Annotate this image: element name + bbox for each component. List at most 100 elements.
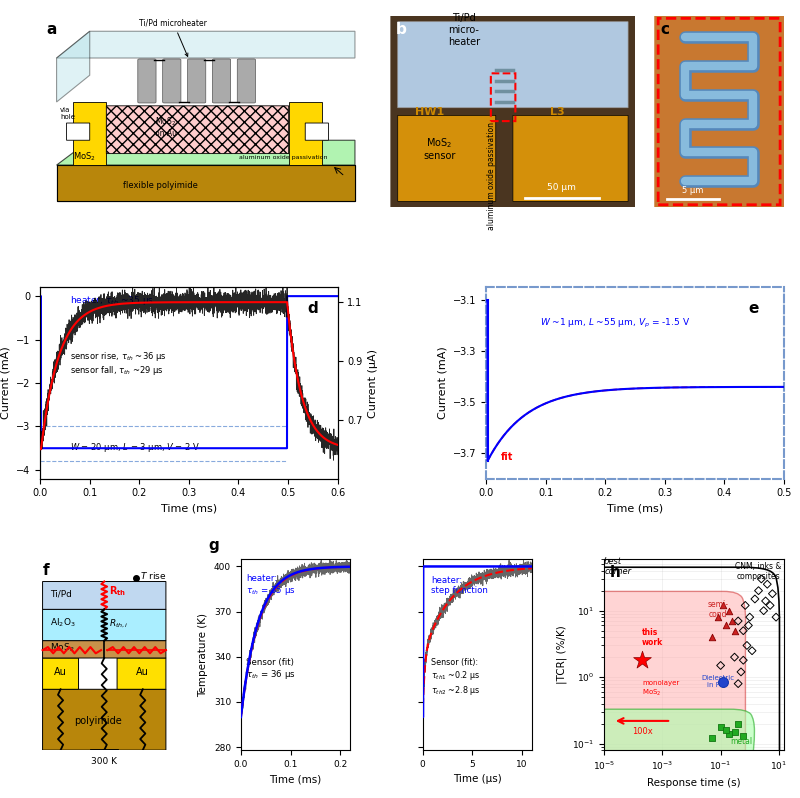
- Text: MoS$_2$: MoS$_2$: [50, 641, 74, 654]
- Text: $\boldsymbol{R_{th,i}}$: $\boldsymbol{R_{th,i}}$: [109, 618, 129, 630]
- Point: [758, 604, 770, 617]
- Point: [714, 659, 727, 672]
- Point: [770, 610, 782, 623]
- FancyBboxPatch shape: [42, 641, 166, 658]
- Text: $\mathbf{R_{th}}$: $\mathbf{R_{th}}$: [109, 585, 126, 598]
- Text: Au: Au: [54, 666, 67, 677]
- Y-axis label: Temperature (K): Temperature (K): [198, 613, 208, 697]
- X-axis label: Time (ms): Time (ms): [161, 504, 217, 514]
- Text: HW1: HW1: [415, 108, 444, 117]
- X-axis label: Time (ms): Time (ms): [270, 774, 322, 784]
- Text: via
hole: via hole: [60, 107, 75, 120]
- FancyBboxPatch shape: [42, 658, 78, 689]
- FancyBboxPatch shape: [398, 22, 628, 108]
- Point: [737, 654, 750, 666]
- Text: best
corner: best corner: [604, 557, 631, 576]
- FancyBboxPatch shape: [654, 16, 784, 207]
- Y-axis label: Current (mA): Current (mA): [438, 346, 448, 420]
- Text: flexible polyimide: flexible polyimide: [123, 181, 198, 190]
- Point: [706, 732, 718, 745]
- Text: MoS$_2$
on Au: MoS$_2$ on Au: [155, 116, 177, 138]
- Polygon shape: [289, 102, 322, 165]
- Point: [737, 729, 750, 742]
- Ellipse shape: [0, 709, 754, 798]
- Point: [759, 595, 772, 607]
- Point: [755, 573, 768, 586]
- Text: e: e: [748, 301, 758, 316]
- Point: [764, 599, 777, 612]
- Text: MoS$_2$: MoS$_2$: [73, 150, 96, 163]
- Text: Al$_2$O$_3$: Al$_2$O$_3$: [50, 617, 76, 630]
- Polygon shape: [57, 165, 355, 201]
- Text: Ti/Pd: Ti/Pd: [50, 589, 72, 598]
- Text: $W$ = 20 μm, $L$ = 3 μm, $V$ = 2 V: $W$ = 20 μm, $L$ = 3 μm, $V$ = 2 V: [70, 441, 200, 454]
- Text: 5 μm: 5 μm: [682, 186, 704, 195]
- Text: Sensor (fit):
$\tau_{th1}$ ~0.2 μs
$\tau_{th2}$ ~2.8 μs: Sensor (fit): $\tau_{th1}$ ~0.2 μs $\tau…: [431, 658, 481, 697]
- Text: h: h: [610, 565, 621, 579]
- Polygon shape: [57, 31, 90, 102]
- Text: Au: Au: [136, 666, 150, 677]
- FancyBboxPatch shape: [42, 582, 166, 610]
- Point: [734, 666, 747, 678]
- Point: [742, 619, 755, 632]
- FancyBboxPatch shape: [390, 16, 635, 207]
- Text: monolayer
MoS$_2$: monolayer MoS$_2$: [642, 680, 679, 697]
- FancyBboxPatch shape: [513, 116, 628, 201]
- Point: [723, 728, 736, 741]
- Text: 300 K: 300 K: [91, 757, 118, 766]
- Point: [728, 624, 741, 637]
- Text: semi-
cond: semi- cond: [707, 600, 728, 619]
- Text: heater:
$\tau_{th}$ = 35 μs: heater: $\tau_{th}$ = 35 μs: [246, 574, 296, 598]
- Text: f: f: [42, 563, 49, 578]
- Text: polyimide: polyimide: [74, 716, 122, 726]
- Text: a: a: [46, 22, 57, 37]
- Text: heater:
step function: heater: step function: [431, 576, 488, 595]
- Point: [714, 721, 727, 733]
- FancyBboxPatch shape: [42, 689, 166, 750]
- Text: sensor rise, $\tau_{th}$ ~36 μs
sensor fall, $\tau_{th}$ ~29 μs: sensor rise, $\tau_{th}$ ~36 μs sensor f…: [70, 350, 166, 377]
- Text: $T$ rise: $T$ rise: [140, 570, 166, 581]
- FancyBboxPatch shape: [398, 116, 496, 201]
- Point: [726, 614, 738, 627]
- Polygon shape: [57, 140, 355, 165]
- Point: [719, 724, 732, 737]
- FancyBboxPatch shape: [66, 123, 90, 140]
- FancyBboxPatch shape: [238, 59, 255, 103]
- Y-axis label: Current (μA): Current (μA): [368, 349, 378, 417]
- Text: MoS$_2$
sensor: MoS$_2$ sensor: [423, 136, 455, 161]
- FancyBboxPatch shape: [187, 59, 206, 103]
- Point: [728, 725, 741, 738]
- Point: [711, 610, 724, 623]
- Polygon shape: [57, 165, 355, 201]
- Y-axis label: Current (mA): Current (mA): [0, 346, 10, 420]
- Point: [732, 717, 745, 730]
- Text: Dielectric
in FET: Dielectric in FET: [702, 675, 734, 689]
- Text: g: g: [208, 538, 219, 553]
- FancyBboxPatch shape: [213, 59, 230, 103]
- FancyBboxPatch shape: [117, 658, 166, 689]
- X-axis label: Response time (s): Response time (s): [647, 778, 741, 788]
- Text: aluminum oxide passivation: aluminum oxide passivation: [239, 156, 327, 160]
- Point: [749, 593, 762, 606]
- Point: [706, 630, 718, 643]
- Y-axis label: |TCR| (%/K): |TCR| (%/K): [556, 625, 566, 684]
- Text: $W$ ~1 μm, $L$ ~55 μm, $V_p$ = -1.5 V: $W$ ~1 μm, $L$ ~55 μm, $V_p$ = -1.5 V: [540, 317, 690, 330]
- Text: c: c: [661, 22, 670, 37]
- FancyBboxPatch shape: [162, 59, 181, 103]
- Text: 50 μm: 50 μm: [547, 183, 576, 192]
- Point: [737, 624, 750, 637]
- FancyBboxPatch shape: [106, 106, 289, 153]
- X-axis label: Time (μs): Time (μs): [453, 774, 502, 784]
- Point: [717, 675, 730, 688]
- Polygon shape: [57, 31, 355, 58]
- Point: [732, 614, 745, 627]
- Text: Ti/Pd microheater: Ti/Pd microheater: [139, 18, 207, 57]
- Text: heater, $\tau_{th}$ ~35 μs: heater, $\tau_{th}$ ~35 μs: [70, 294, 154, 306]
- Point: [766, 587, 779, 600]
- Polygon shape: [73, 102, 106, 165]
- FancyBboxPatch shape: [306, 123, 329, 140]
- Text: CNM, inks &
composites: CNM, inks & composites: [735, 562, 782, 581]
- Point: [741, 639, 754, 652]
- Text: Ti/Pd
micro-
heater: Ti/Pd micro- heater: [448, 14, 480, 46]
- Text: d: d: [308, 301, 318, 316]
